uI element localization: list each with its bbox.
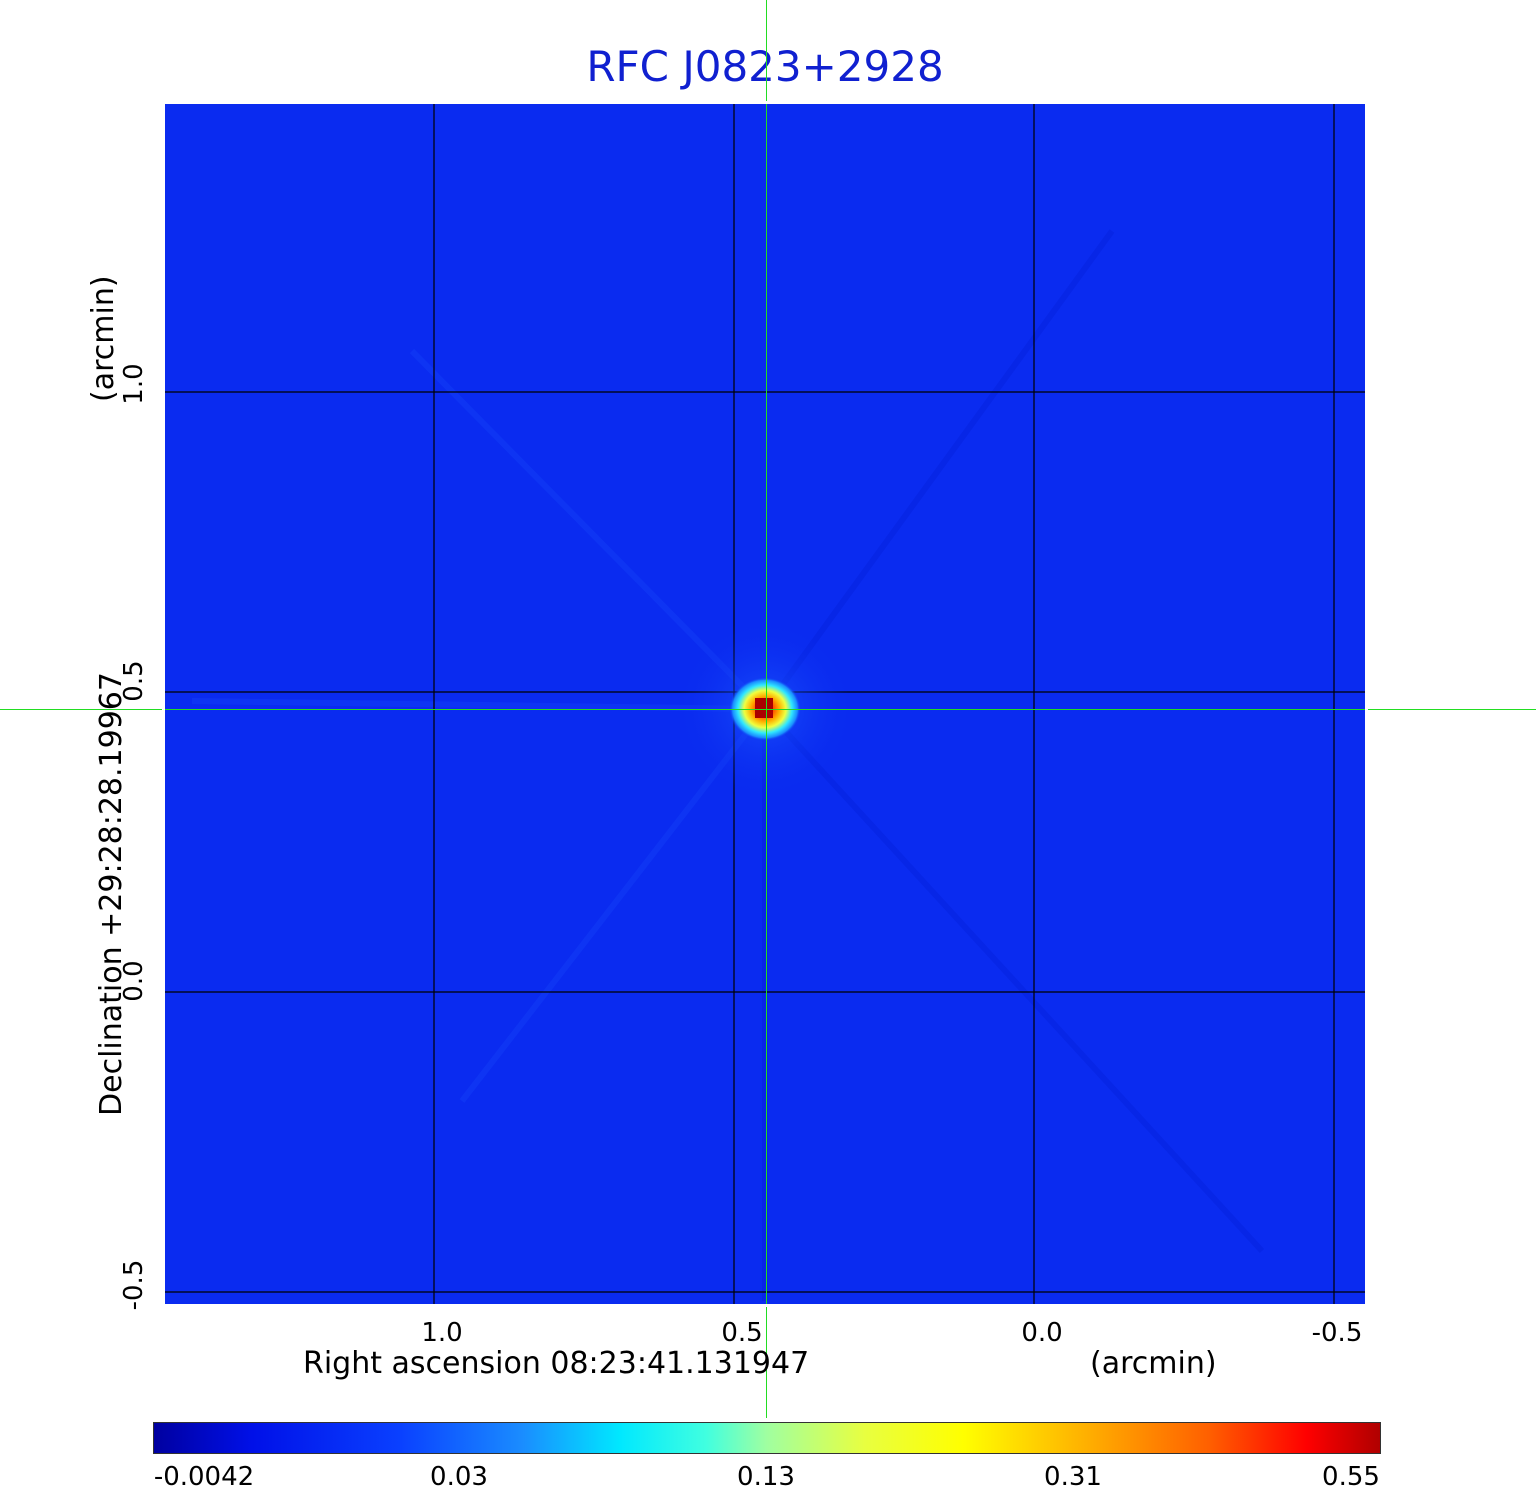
image-title: RFC J0823+2928 <box>586 42 944 91</box>
x-tick-label: -0.5 <box>1311 1318 1363 1348</box>
x-tick-label: 1.0 <box>421 1318 463 1348</box>
coordinate-grid <box>162 101 1368 1307</box>
y-axis-label: Declination +29:28:28.19967 <box>94 672 129 1116</box>
crosshair-horizontal <box>0 709 1536 710</box>
x-axis-unit: (arcmin) <box>1090 1346 1217 1381</box>
x-tick-label: 0.0 <box>1021 1318 1063 1348</box>
y-axis-unit: (arcmin) <box>86 275 121 402</box>
colorbar-tick-label: 0.55 <box>1322 1462 1380 1492</box>
colorbar <box>153 1422 1381 1454</box>
map-frame <box>162 101 1368 1307</box>
colorbar-tick-label: 0.03 <box>430 1462 488 1492</box>
colorbar-tick-label: 0.13 <box>737 1462 795 1492</box>
colorbar-tick-label: -0.0042 <box>153 1462 255 1492</box>
x-axis-label: Right ascension 08:23:41.131947 <box>303 1346 810 1381</box>
radio-map-image[interactable] <box>162 101 1368 1307</box>
colorbar-tick-label: 0.31 <box>1044 1462 1102 1492</box>
source-peak-pixel <box>755 698 773 718</box>
x-tick-label: 0.5 <box>721 1318 763 1348</box>
